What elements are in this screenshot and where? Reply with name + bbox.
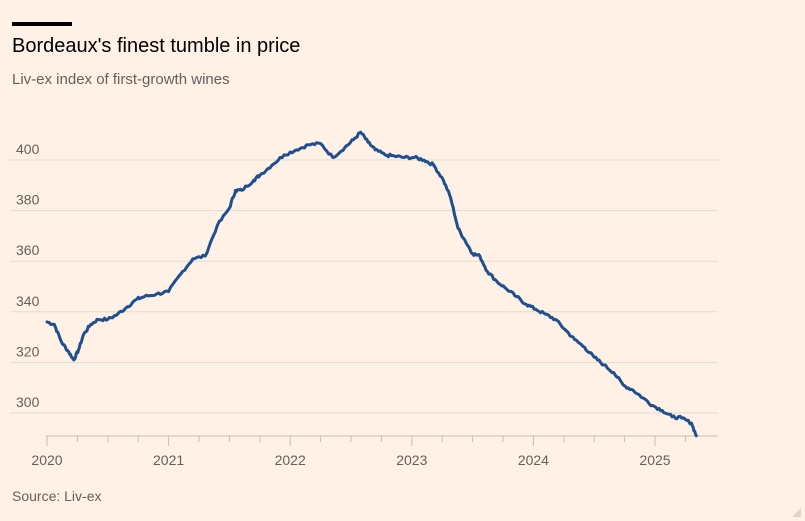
y-tick-label-300: 300 <box>16 394 40 410</box>
x-axis: 2020 2021 2022 2023 2024 2025 <box>31 435 718 468</box>
y-tick-label-380: 380 <box>16 192 40 208</box>
resize-handle-icon <box>792 508 801 517</box>
y-tick-label-400: 400 <box>16 141 40 157</box>
chart-subtitle: Liv-ex index of first-growth wines <box>12 71 230 88</box>
x-tick-label-2025: 2025 <box>639 452 670 468</box>
chart-title: Bordeaux's finest tumble in price <box>12 35 301 57</box>
x-tick-label-2022: 2022 <box>275 452 306 468</box>
y-axis-labels: 300 320 340 360 380 400 <box>16 141 40 410</box>
grid-lines <box>10 159 718 414</box>
x-tick-label-2024: 2024 <box>518 452 549 468</box>
y-tick-label-320: 320 <box>16 343 40 359</box>
y-tick-label-340: 340 <box>16 293 40 309</box>
source-note: Source: Liv-ex <box>12 488 102 504</box>
title-accent-rule <box>12 22 72 26</box>
x-tick-label-2020: 2020 <box>31 452 62 468</box>
series-layer <box>45 130 698 438</box>
series-line-0 <box>45 130 698 438</box>
x-tick-label-2021: 2021 <box>153 452 184 468</box>
y-tick-label-360: 360 <box>16 242 40 258</box>
x-tick-label-2023: 2023 <box>396 452 427 468</box>
